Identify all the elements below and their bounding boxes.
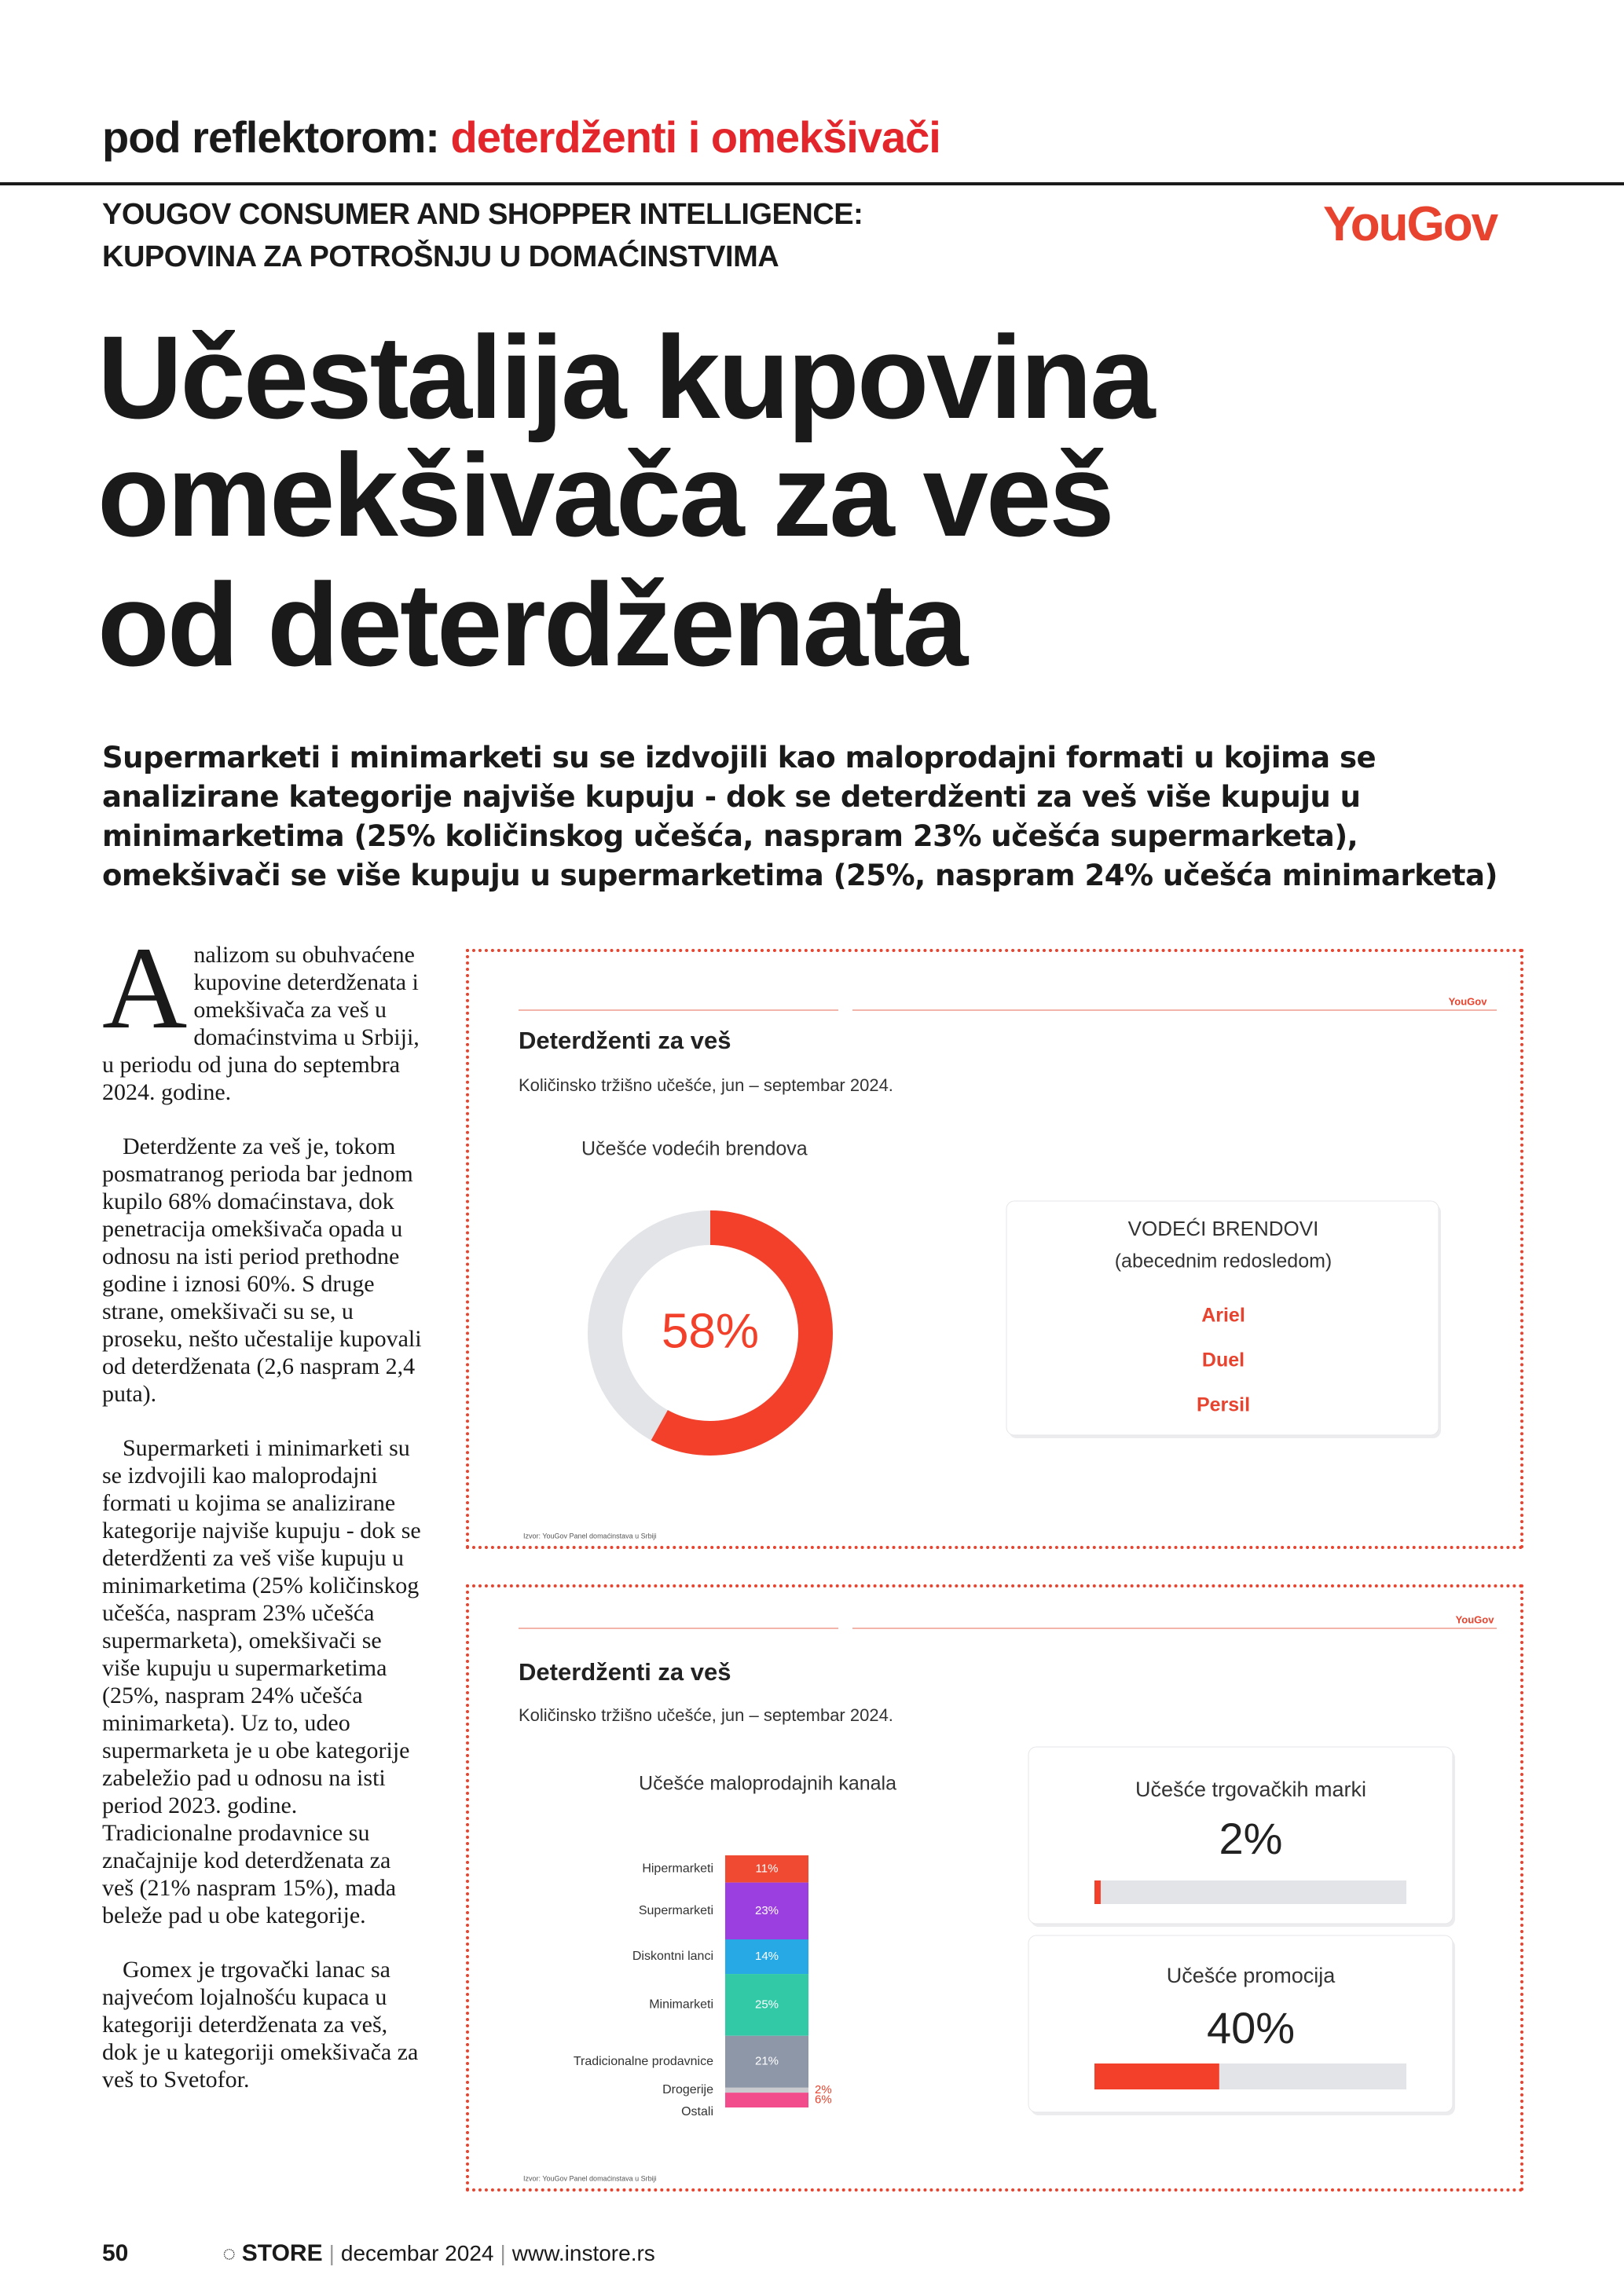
kpi-value: 2%: [1219, 1814, 1283, 1863]
paragraph: Gomex je trgovački lanac sa najvećom loj…: [102, 1957, 419, 2093]
share-title: Učešće vodećih brendova: [581, 1138, 808, 1160]
segment-label: 6%: [815, 2093, 832, 2107]
bar-segment: [725, 1974, 808, 2036]
headline: od deterdženata: [97, 558, 968, 690]
paragraph: Supermarketi i minimarketi su se izdvoji…: [102, 1435, 421, 1928]
segment-label: 2%: [815, 2083, 832, 2096]
brand: STORE: [241, 2240, 323, 2266]
kpi-title: Učešće trgovačkih marki: [1135, 1778, 1366, 1801]
bar-segment: [725, 1855, 808, 1883]
chart-title: Deterdženti za veš: [519, 1658, 731, 1686]
chart-subtitle: Količinsko tržišno učešće, jun – septemb…: [519, 1075, 893, 1095]
progress-bar: [1094, 1880, 1101, 1904]
card: [1006, 1200, 1439, 1436]
segment-label: 25%: [755, 1998, 779, 2011]
paragraph: Analizom su obuhvaćene kupovine deterdže…: [102, 923, 420, 1105]
channel-label: Ostali: [681, 2105, 713, 2118]
progress-track: [1094, 1880, 1406, 1904]
source-note: Izvor: YouGov Panel domaćinstava u Srbij…: [523, 1532, 657, 1540]
brand-name: Duel: [1202, 1349, 1245, 1371]
brand-name: Persil: [1197, 1394, 1250, 1416]
chart: YouGov Deterdženti za veš Količinsko tržiš…: [519, 995, 1497, 1540]
bar-segment: [725, 2093, 808, 2107]
chart-logo: YouGov: [1449, 995, 1488, 1007]
lead: Supermarketi i minimarketi su se izdvoji…: [102, 741, 1498, 892]
brands-subtitle: (abecednim redosledom): [1115, 1251, 1333, 1273]
chart-subtitle: Količinsko tržišno učešće, jun – septemb…: [519, 1705, 893, 1725]
kicker: YOUGOV CONSUMER AND SHOPPER INTELLIGENCE…: [102, 198, 863, 231]
brand-name: Ariel: [1201, 1305, 1245, 1327]
segment-label: 11%: [756, 1862, 779, 1875]
donut-label: 58%: [662, 1304, 759, 1358]
brand-icon: ◌: [222, 2241, 242, 2265]
headline: omekšivača za veš: [97, 429, 1115, 561]
bar-segment: [725, 2035, 808, 2088]
card: [1028, 1746, 1454, 1924]
donut-segment: [588, 1210, 833, 1456]
chart: YouGov Deterdženti za veš Količinsko tržiš…: [519, 1613, 1497, 2182]
channels-title: Učešće maloprodajnih kanala: [639, 1773, 896, 1795]
brands-title: VODEĆI BRENDOVI: [1128, 1217, 1319, 1240]
article-body: Analizom su obuhvaćene kupovine deterdže…: [102, 923, 424, 2120]
paragraph: Deterdžente za veš je, tokom posmatranog…: [102, 1133, 422, 1407]
source-note: Izvor: YouGov Panel domaćinstava u Srbij…: [523, 2174, 657, 2182]
headline: Učestalija kupovina: [97, 311, 1156, 443]
page-number: 50: [102, 2240, 129, 2266]
kpi-title: Učešće promocija: [1167, 1964, 1336, 1987]
section-header: pod reflektorom: deterdženti i omekšivač…: [102, 112, 941, 163]
channel-label: Hipermarketi: [642, 1862, 713, 1876]
issue: decembar 2024: [340, 2241, 494, 2265]
chart-title: Deterdženti za veš: [519, 1027, 731, 1054]
logo: YouGov: [1323, 197, 1498, 251]
progress-bar: [1094, 2063, 1219, 2089]
segment-label: 21%: [755, 2055, 779, 2068]
segment-label: 14%: [755, 1950, 779, 1963]
bar-segment: [725, 1939, 808, 1975]
site: www.instore.rs: [511, 2241, 655, 2265]
channel-label: Supermarketi: [639, 1904, 713, 1917]
section-topic: deterdženti i omekšivači: [450, 112, 940, 162]
channel-label: Tradicionalne prodavnice: [574, 2055, 713, 2068]
channel-label: Drogerije: [662, 2083, 713, 2096]
channel-label: Diskontni lanci: [632, 1950, 713, 1963]
channel-label: Minimarketi: [649, 1998, 713, 2012]
section-label: pod reflektorom:: [102, 112, 440, 162]
chart-logo: YouGov: [1456, 1613, 1495, 1625]
chart-panel: YouGov Deterdženti za veš Količinsko tržiš…: [466, 949, 1523, 1549]
chart-panel: YouGov Deterdženti za veš Količinsko tržiš…: [466, 1584, 1523, 2192]
bar-segment: [725, 1882, 808, 1939]
kicker: KUPOVINA ZA POTROŠNJU U DOMAĆINSTVIMA: [102, 240, 779, 273]
bar-segment: [725, 2087, 808, 2093]
kpi-value: 40%: [1207, 2003, 1295, 2052]
segment-label: 23%: [755, 1904, 779, 1917]
header-rule: [0, 182, 1624, 185]
footer: 50 ◌ STORE | decembar 2024 | www.instore.rs: [102, 2240, 655, 2266]
